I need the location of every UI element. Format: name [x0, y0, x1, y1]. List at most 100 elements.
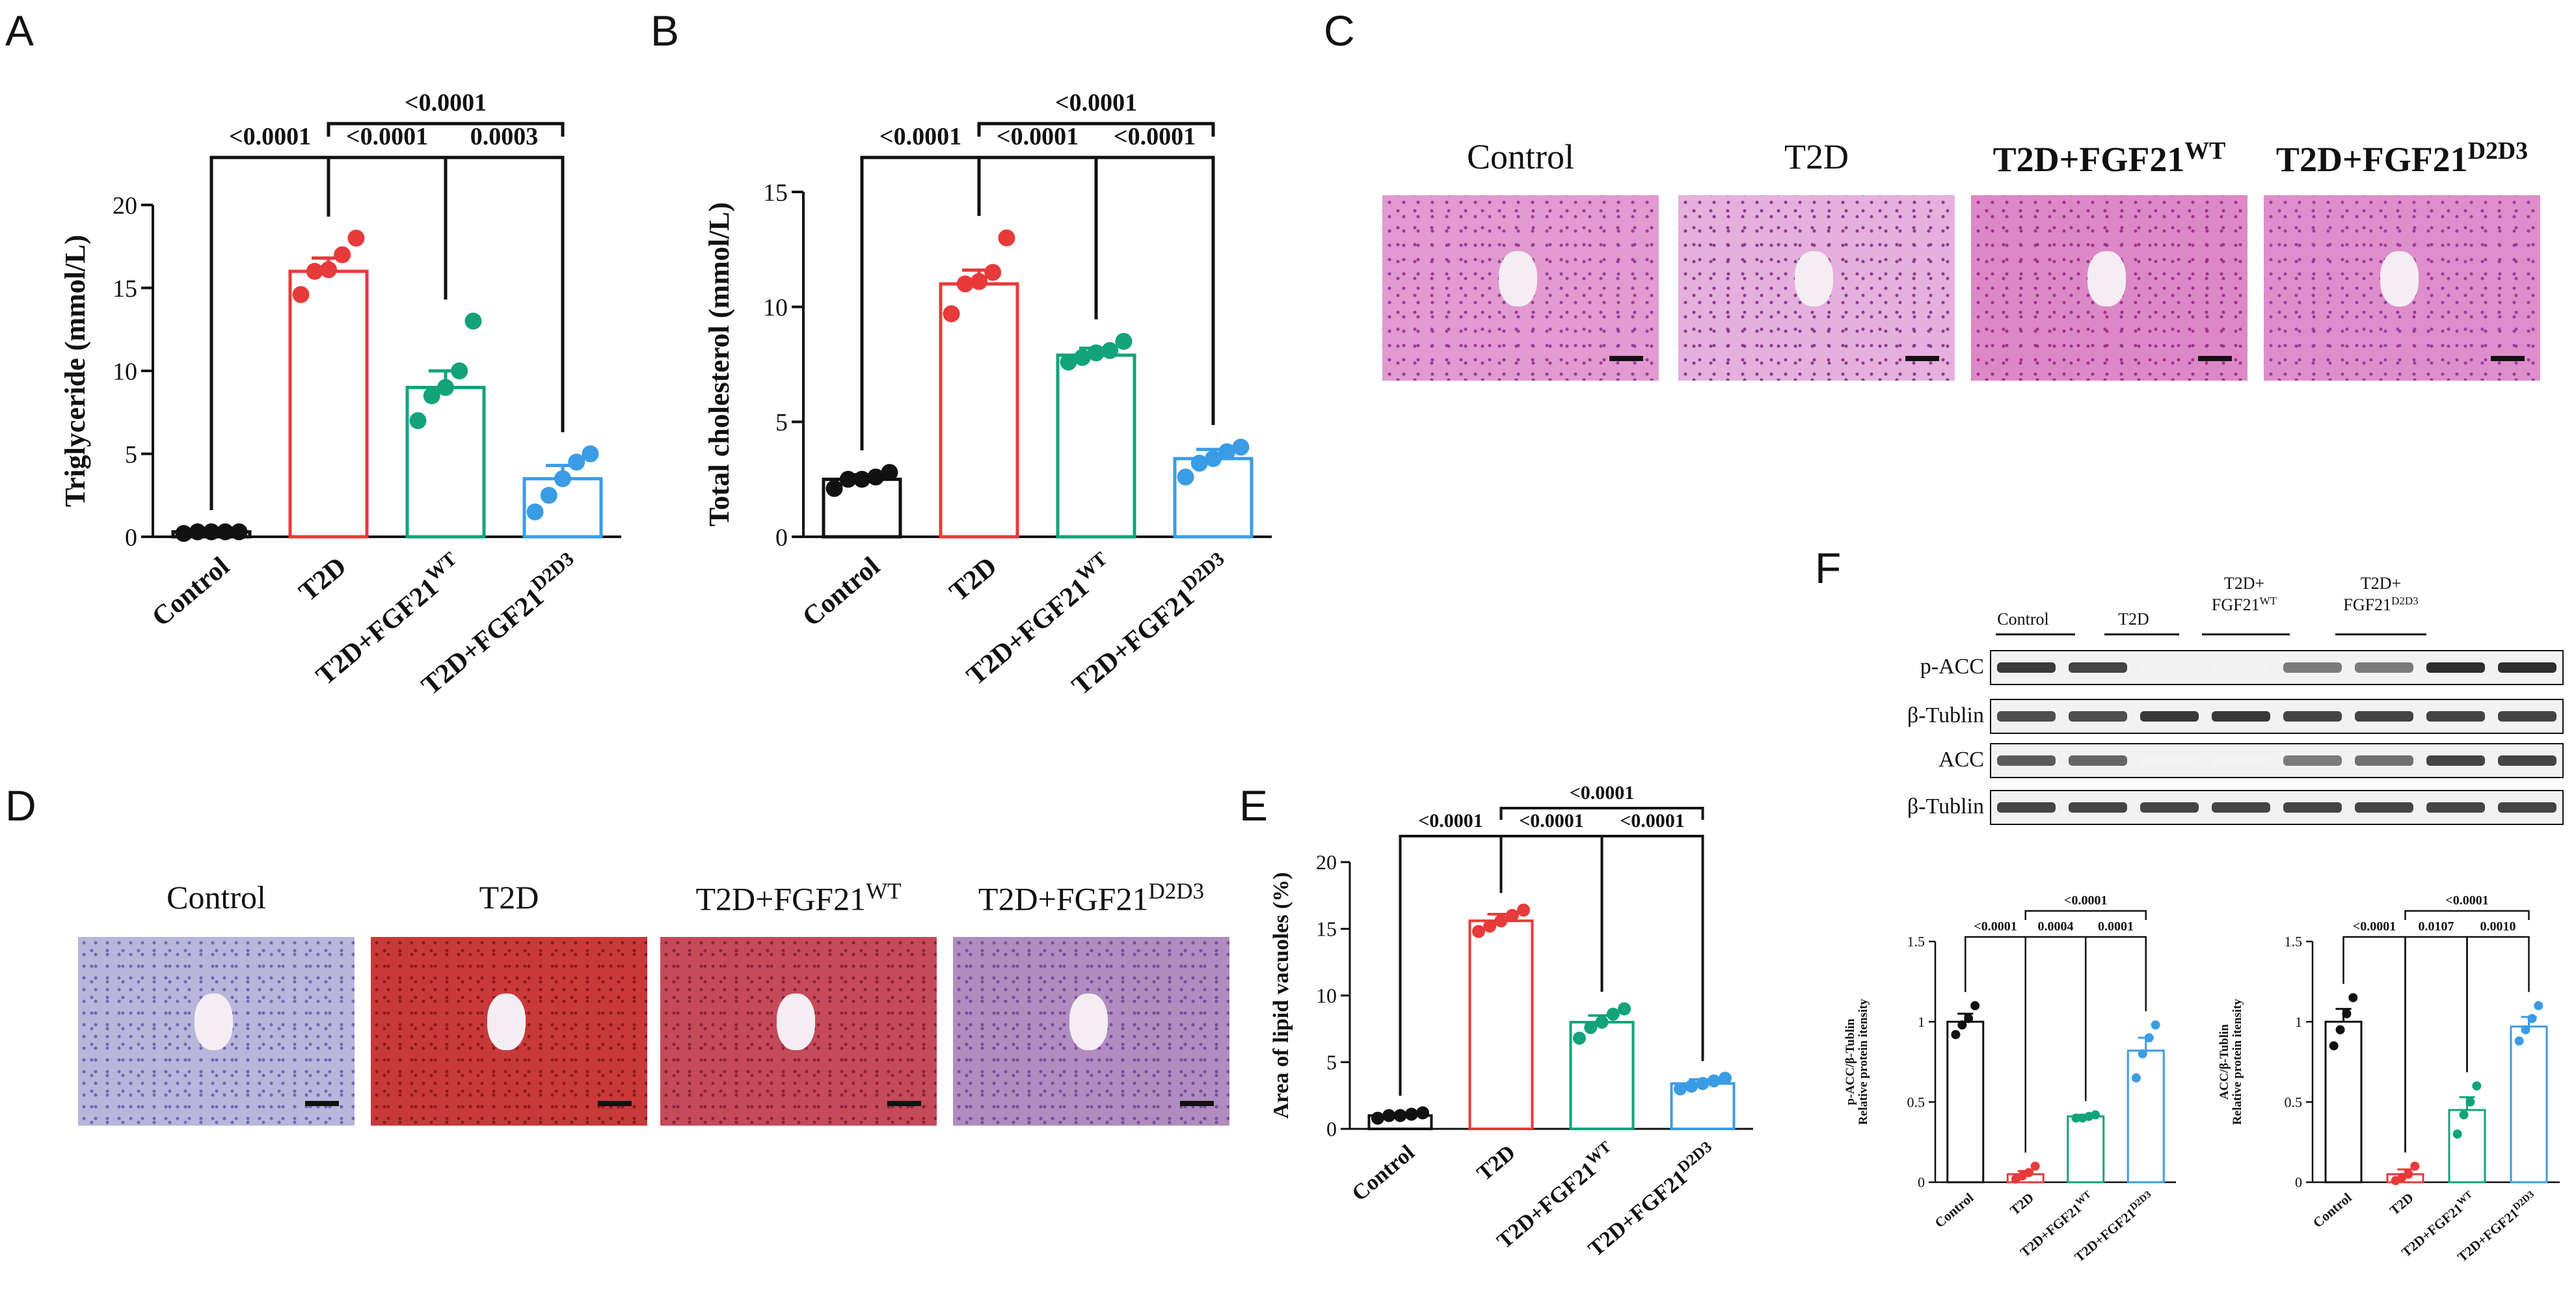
data-point: [1494, 914, 1508, 928]
blot-band: [2212, 662, 2270, 673]
blot-band: [2212, 755, 2270, 766]
p-value-label: <0.0001: [1114, 123, 1196, 150]
category-label: T2D: [1473, 1141, 1520, 1186]
scale-bar: [2198, 356, 2232, 361]
category-label: Control: [1932, 1189, 1977, 1230]
data-point: [1618, 1002, 1631, 1016]
data-point: [881, 464, 898, 481]
data-point: [2138, 1049, 2147, 1059]
data-point: [2342, 1009, 2352, 1018]
panel-label-c: C: [1324, 7, 1355, 55]
data-point: [347, 230, 365, 247]
he-photo-2: T2D+FGF21WT: [1971, 137, 2247, 381]
category-label: T2D: [2007, 1189, 2037, 1218]
scale-bar: [2491, 356, 2525, 361]
data-point: [2521, 1025, 2530, 1035]
data-point: [1719, 1072, 1732, 1085]
scale-bar: [598, 1101, 632, 1106]
data-point: [526, 503, 544, 521]
comparison-bracket: [209, 156, 330, 511]
y-tick-label: 20: [113, 192, 137, 219]
histology-caption: T2D+FGF21D2D3: [2264, 137, 2540, 180]
blot-band: [2140, 802, 2199, 813]
caption-text: T2D: [1784, 137, 1849, 176]
tissue-image: [660, 937, 937, 1126]
p-value-label: <0.0001: [879, 123, 961, 150]
blot-band: [2355, 662, 2413, 673]
data-point: [582, 445, 599, 463]
p-value-label: <0.0001: [2445, 895, 2488, 908]
data-point: [217, 523, 234, 541]
comparison-bracket: [860, 156, 981, 451]
panel-label-f: F: [1815, 544, 1842, 592]
category-label: T2D: [944, 551, 1002, 607]
blot-band: [2212, 711, 2270, 722]
data-point: [2527, 1014, 2537, 1023]
y-axis-title-2: Relative protein itensity: [2231, 999, 2244, 1125]
p-value-label: <0.0001: [229, 123, 311, 150]
data-point: [2514, 1036, 2524, 1046]
data-point: [2465, 1097, 2475, 1107]
histology-caption: Control: [1382, 137, 1659, 177]
histology-caption: T2D+FGF21D2D3: [953, 878, 1229, 918]
y-tick-label: 15: [113, 275, 137, 303]
tissue-image: [1678, 195, 1955, 381]
scale-bar: [1180, 1101, 1214, 1106]
data-point: [464, 312, 482, 330]
vessel-lumen: [1498, 251, 1537, 306]
blot-row-label: β-Tublin: [1907, 794, 1984, 819]
blot-band: [2283, 662, 2342, 673]
data-point: [1584, 1021, 1598, 1035]
y-tick-label: 0: [125, 524, 137, 551]
bar-1: [288, 269, 369, 539]
western-blot: Control T2D T2D+ FGF21WT T2D+ FGF21D2D3 p-ACC β…: [1907, 574, 2564, 825]
lane-header: Control: [1997, 610, 2048, 629]
data-point: [189, 523, 206, 541]
data-point: [175, 524, 193, 542]
y-tick-label: 15: [763, 179, 788, 206]
y-tick-label: 20: [1316, 850, 1337, 874]
he-photo-1: T2D: [1678, 137, 1955, 381]
panel-label-e: E: [1239, 781, 1268, 830]
p-value-label: <0.0001: [1418, 810, 1483, 832]
comparison-bracket: [2342, 936, 2406, 1153]
data-point: [409, 412, 427, 429]
vessel-lumen: [1069, 994, 1108, 1050]
blot-band: [2069, 755, 2127, 766]
data-point: [1685, 1079, 1698, 1093]
data-point: [2410, 1161, 2420, 1171]
bar-1: [1468, 919, 1534, 1130]
data-point: [1416, 1106, 1430, 1120]
comparison-bracket: [2024, 910, 2147, 920]
caption-superscript: WT: [2184, 137, 2226, 165]
y-axis-title: p-ACC/β-Tublin: [1844, 1018, 1857, 1105]
p-value-label: 0.0107: [2419, 919, 2454, 934]
caption-superscript: D2D3: [2467, 137, 2529, 165]
data-point: [554, 470, 571, 487]
tissue-image: [371, 937, 647, 1126]
comparison-bracket: [1094, 156, 1215, 426]
bar-3: [2127, 1049, 2165, 1184]
blot-band: [2283, 755, 2342, 766]
data-point: [1572, 1031, 1586, 1045]
data-point: [1177, 468, 1194, 486]
p-value-label: 0.0001: [2098, 919, 2134, 934]
comparison-bracket: [2404, 936, 2468, 1153]
blot-band: [2498, 662, 2556, 673]
scale-bar: [305, 1101, 339, 1106]
data-point: [2404, 1169, 2413, 1179]
comparison-bracket: [2466, 936, 2530, 1072]
y-tick-label: 5: [775, 409, 788, 437]
data-point: [2024, 1168, 2033, 1178]
data-point: [540, 487, 557, 504]
category-label: Control: [2310, 1189, 2355, 1230]
data-point: [1483, 919, 1497, 933]
panel-label-d: D: [5, 781, 36, 830]
y-tick-label: 1: [1918, 1014, 1925, 1030]
bar-2: [2448, 1109, 2486, 1184]
blot-band: [1997, 662, 2056, 673]
blot-row-label: β-Tublin: [1907, 703, 1984, 727]
